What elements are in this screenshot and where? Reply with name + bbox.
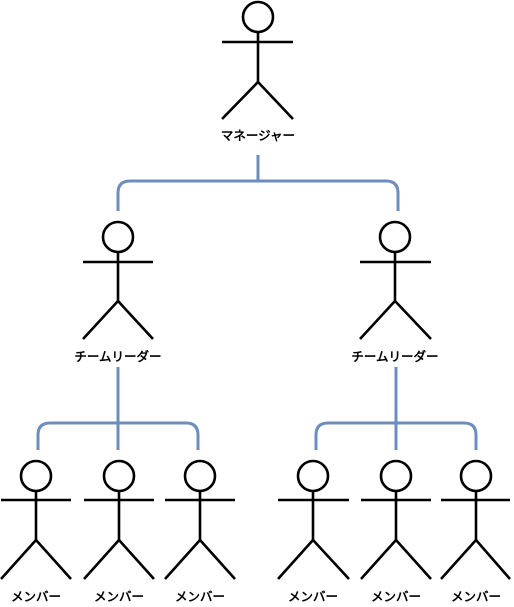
- connector-leader1-to-members: [36, 367, 200, 450]
- actor-leg-right: [475, 539, 511, 580]
- actor-head-icon: [101, 220, 135, 254]
- actor-member-1-2: メンバー: [83, 459, 155, 604]
- member-label: メンバー: [451, 589, 501, 604]
- actor-head-icon: [459, 459, 493, 493]
- member-label: メンバー: [11, 589, 61, 604]
- actor-leg-left: [277, 539, 314, 580]
- actor-member-2-2: メンバー: [360, 459, 432, 604]
- actor-leg-right: [312, 539, 350, 580]
- actor-leg-right: [395, 539, 432, 580]
- actor-manager: マネージャー: [221, 0, 295, 143]
- team-leader-label: チームリーダー: [351, 349, 438, 364]
- actor-leg-left: [0, 539, 37, 580]
- actor-team-leader-2: チームリーダー: [351, 220, 439, 364]
- actor-leg-right: [117, 300, 154, 340]
- connector-manager-to-leaders: [116, 155, 400, 211]
- actor-leg-right: [394, 300, 432, 340]
- actor-leg-right: [199, 539, 236, 580]
- member-label: メンバー: [288, 589, 338, 604]
- member-label: メンバー: [175, 589, 225, 604]
- manager-label: マネージャー: [221, 128, 295, 143]
- connector-leader2-to-members: [314, 367, 478, 450]
- actor-leg-left: [360, 539, 397, 580]
- actor-head-icon: [379, 459, 413, 493]
- actor-head-icon: [102, 459, 136, 493]
- actor-leg-left: [83, 539, 120, 580]
- actor-head-icon: [19, 459, 53, 493]
- actor-team-leader-1: チームリーダー: [74, 220, 162, 364]
- actor-leg-right: [257, 81, 294, 120]
- actor-leg-left: [359, 300, 396, 340]
- actor-member-2-3: メンバー: [440, 459, 511, 604]
- actor-leg-left: [440, 539, 477, 580]
- actor-member-2-1: メンバー: [277, 459, 350, 604]
- actor-leg-left: [164, 539, 201, 580]
- actor-head-icon: [241, 0, 275, 34]
- connectors: [36, 155, 478, 450]
- actor-member-1-1: メンバー: [0, 459, 72, 604]
- actor-member-1-3: メンバー: [164, 459, 236, 604]
- actor-head-icon: [296, 459, 330, 493]
- actor-leg-right: [118, 539, 155, 580]
- actor-leg-left: [221, 81, 259, 120]
- actor-head-icon: [378, 220, 412, 254]
- member-label: メンバー: [371, 589, 421, 604]
- member-label: メンバー: [94, 589, 144, 604]
- actor-leg-left: [82, 300, 119, 340]
- actor-leg-right: [35, 539, 72, 580]
- team-leader-label: チームリーダー: [74, 349, 161, 364]
- actor-head-icon: [183, 459, 217, 493]
